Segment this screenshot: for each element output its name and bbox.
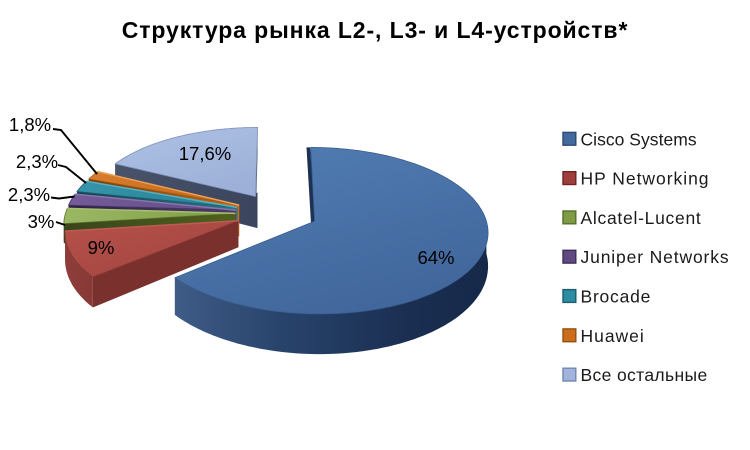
- svg-text:3%: 3%: [28, 211, 55, 232]
- svg-text:Все остальные: Все остальные: [581, 365, 708, 385]
- svg-text:64%: 64%: [417, 247, 454, 268]
- svg-text:Cisco Systems: Cisco Systems: [581, 129, 697, 149]
- svg-text:Huawei: Huawei: [581, 326, 645, 346]
- svg-text:9%: 9%: [88, 237, 115, 258]
- svg-text:17,6%: 17,6%: [179, 143, 231, 164]
- svg-text:Структура рынка L2-, L3- и L4-: Структура рынка L2-, L3- и L4-устройств*: [122, 17, 629, 43]
- svg-text:2,3%: 2,3%: [16, 151, 58, 172]
- svg-text:2,3%: 2,3%: [8, 184, 50, 205]
- svg-text:Brocade: Brocade: [581, 287, 652, 307]
- svg-text:Juniper Networks: Juniper Networks: [581, 247, 730, 267]
- svg-text:1,8%: 1,8%: [9, 114, 51, 135]
- svg-text:HP Networking: HP Networking: [581, 169, 710, 189]
- svg-text:Alcatel-Lucent: Alcatel-Lucent: [581, 208, 702, 228]
